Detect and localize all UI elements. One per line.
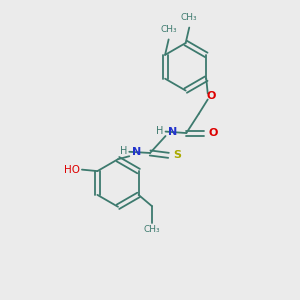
Text: N: N: [132, 147, 141, 157]
Text: O: O: [208, 128, 218, 138]
Text: H: H: [119, 146, 127, 156]
Text: HO: HO: [64, 165, 80, 175]
Text: S: S: [173, 150, 181, 161]
Text: CH₃: CH₃: [181, 13, 197, 22]
Text: O: O: [206, 91, 215, 101]
Text: N: N: [168, 127, 177, 136]
Text: CH₃: CH₃: [144, 225, 160, 234]
Text: H: H: [156, 126, 163, 136]
Text: CH₃: CH₃: [160, 25, 177, 34]
